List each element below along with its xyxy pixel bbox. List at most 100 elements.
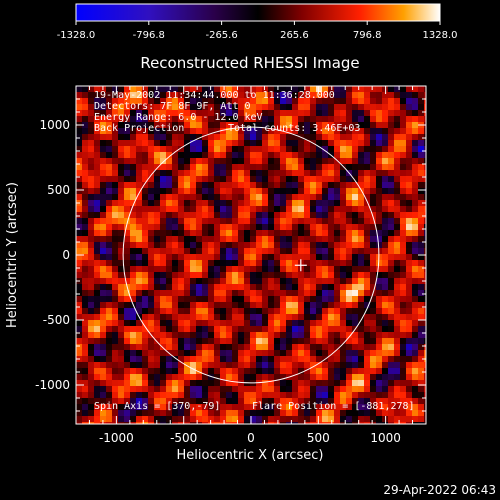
heatmap-cell [346,218,352,224]
heatmap-cell [184,92,190,98]
heatmap-cell [208,140,214,146]
heatmap-cell [286,356,292,362]
heatmap-cell [292,332,298,338]
heatmap-cell [394,122,400,128]
heatmap-cell [256,410,262,416]
heatmap-cell [322,326,328,332]
heatmap-cell [256,164,262,170]
heatmap-cell [418,314,424,320]
heatmap-cell [340,296,346,302]
heatmap-cell [106,266,112,272]
heatmap-cell [136,308,142,314]
heatmap-cell [94,218,100,224]
heatmap-cell [352,266,358,272]
heatmap-cell [82,356,88,362]
heatmap-cell [94,188,100,194]
heatmap-cell [118,236,124,242]
heatmap-cell [214,320,220,326]
heatmap-cell [190,242,196,248]
heatmap-cell [412,278,418,284]
heatmap-cell [136,236,142,242]
heatmap-cell [334,242,340,248]
heatmap-cell [232,188,238,194]
heatmap-cell [244,86,250,92]
heatmap-cell [208,404,214,410]
heatmap-cell [316,422,322,424]
heatmap-cell [400,104,406,110]
heatmap-cell [304,350,310,356]
heatmap-cell [292,410,298,416]
heatmap-cell [160,422,166,424]
heatmap-cell [136,92,142,98]
heatmap-cell [184,356,190,362]
heatmap-cell [268,350,274,356]
heatmap-cell [112,104,118,110]
heatmap-cell [370,374,376,380]
heatmap-cell [262,194,268,200]
heatmap-cell [214,422,220,424]
heatmap-cell [232,380,238,386]
heatmap-cell [112,236,118,242]
heatmap-cell [328,224,334,230]
heatmap-cell [154,242,160,248]
heatmap-cell [100,170,106,176]
heatmap-cell [418,368,424,374]
heatmap-cell [424,86,426,92]
heatmap-cell [166,248,172,254]
heatmap-cell [118,128,124,134]
heatmap-cell [184,176,190,182]
heatmap-cell [346,284,352,290]
heatmap-cell [166,224,172,230]
heatmap-cell [346,230,352,236]
heatmap-cell [358,152,364,158]
heatmap-cell [310,134,316,140]
heatmap-cell [226,218,232,224]
heatmap-cell [424,302,426,308]
heatmap-cell [286,242,292,248]
heatmap-cell [352,398,358,404]
heatmap-cell [292,98,298,104]
heatmap-cell [118,308,124,314]
heatmap-cell [310,368,316,374]
heatmap-cell [346,266,352,272]
heatmap-cell [364,170,370,176]
heatmap-cell [268,368,274,374]
heatmap-cell [196,188,202,194]
heatmap-cell [190,248,196,254]
heatmap-cell [100,398,106,404]
heatmap-cell [340,194,346,200]
heatmap-cell [124,140,130,146]
heatmap-cell [298,224,304,230]
heatmap-cell [112,188,118,194]
heatmap-cell [94,356,100,362]
heatmap-cell [328,158,334,164]
heatmap-cell [274,356,280,362]
heatmap-cell [286,332,292,338]
heatmap-cell [130,224,136,230]
heatmap-cell [364,368,370,374]
heatmap-cell [274,86,280,92]
heatmap-cell [418,350,424,356]
heatmap-cell [400,188,406,194]
heatmap-cell [244,374,250,380]
heatmap-cell [124,344,130,350]
heatmap-cell [166,146,172,152]
heatmap-cell [328,230,334,236]
heatmap-cell [100,158,106,164]
heatmap-cell [94,146,100,152]
heatmap-cell [292,236,298,242]
heatmap-cell [208,326,214,332]
heatmap-cell [376,398,382,404]
heatmap-cell [136,266,142,272]
heatmap-cell [370,212,376,218]
heatmap-cell [106,212,112,218]
heatmap-cell [202,422,208,424]
heatmap-cell [274,410,280,416]
heatmap-cell [232,86,238,92]
heatmap-cell [274,218,280,224]
heatmap-cell [124,176,130,182]
x-tick-label: 1000 [370,431,401,445]
heatmap-cell [202,164,208,170]
heatmap-cell [244,290,250,296]
heatmap-cell [364,254,370,260]
